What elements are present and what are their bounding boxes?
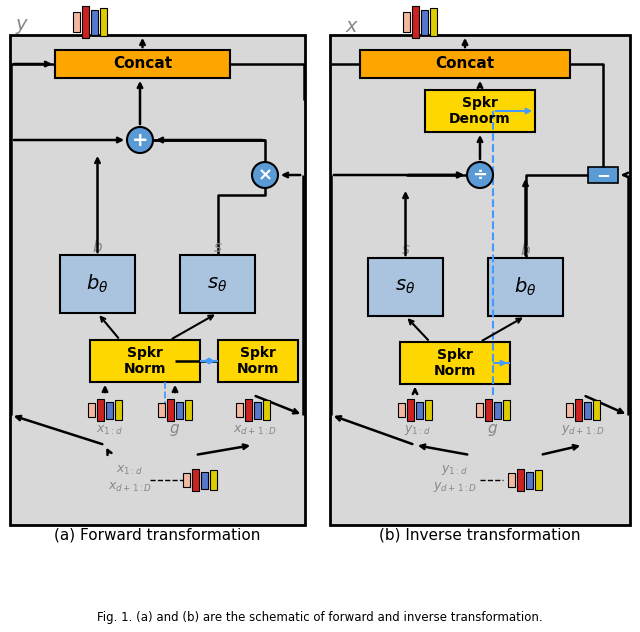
Bar: [584, 401, 591, 418]
Bar: [218, 340, 298, 382]
Text: $y_{d+1:D}$: $y_{d+1:D}$: [433, 480, 477, 494]
Bar: [236, 403, 243, 417]
Text: $s_\theta$: $s_\theta$: [207, 274, 228, 293]
Text: $x_{d+1:D}$: $x_{d+1:D}$: [233, 423, 277, 437]
Bar: [485, 399, 492, 421]
Bar: [88, 403, 95, 417]
Bar: [73, 12, 80, 32]
Bar: [407, 399, 414, 421]
Text: $y_{1:d}$: $y_{1:d}$: [442, 463, 468, 477]
Text: $b_\theta$: $b_\theta$: [86, 273, 109, 295]
Text: $y_{d+1:D}$: $y_{d+1:D}$: [561, 423, 605, 437]
Text: Concat: Concat: [435, 56, 495, 71]
Text: +: +: [132, 130, 148, 150]
Bar: [400, 342, 510, 384]
Bar: [566, 403, 573, 417]
Bar: [403, 12, 410, 32]
Bar: [10, 35, 305, 525]
Bar: [90, 340, 200, 382]
Text: $x_{1:d}$: $x_{1:d}$: [116, 463, 143, 477]
Bar: [115, 400, 122, 420]
Bar: [185, 400, 192, 420]
Text: Spkr: Spkr: [437, 348, 473, 362]
Text: $s$: $s$: [212, 240, 222, 255]
Bar: [60, 255, 135, 313]
Text: $y_{1:d}$: $y_{1:d}$: [404, 423, 431, 437]
Text: $x_{1:d}$: $x_{1:d}$: [97, 423, 124, 437]
Bar: [398, 403, 405, 417]
Text: −: −: [596, 166, 610, 184]
Bar: [535, 470, 542, 490]
Text: $x_{d+1:D}$: $x_{d+1:D}$: [108, 480, 152, 494]
Text: ×: ×: [257, 166, 273, 184]
Text: Norm: Norm: [237, 362, 279, 376]
Bar: [245, 399, 252, 421]
Bar: [593, 400, 600, 420]
Bar: [97, 399, 104, 421]
Bar: [360, 50, 570, 78]
Bar: [588, 167, 618, 183]
Bar: [82, 6, 89, 38]
Bar: [425, 90, 535, 132]
Bar: [488, 258, 563, 316]
Bar: [425, 400, 432, 420]
Bar: [263, 400, 270, 420]
Text: $g$: $g$: [488, 422, 499, 438]
Circle shape: [467, 162, 493, 188]
Text: Denorm: Denorm: [449, 112, 511, 126]
Bar: [503, 400, 510, 420]
Text: Fig. 1. (a) and (b) are the schematic of forward and inverse transformation.: Fig. 1. (a) and (b) are the schematic of…: [97, 612, 543, 624]
Bar: [517, 469, 524, 491]
Bar: [158, 403, 165, 417]
Text: $s_\theta$: $s_\theta$: [396, 277, 415, 296]
Bar: [368, 258, 443, 316]
Text: $g$: $g$: [170, 422, 180, 438]
Bar: [508, 473, 515, 487]
Text: Spkr: Spkr: [240, 346, 276, 360]
Bar: [176, 401, 183, 418]
Bar: [476, 403, 483, 417]
Bar: [254, 401, 261, 418]
Bar: [183, 473, 190, 487]
Text: $b$: $b$: [520, 242, 531, 258]
Bar: [192, 469, 199, 491]
Text: $b$: $b$: [92, 239, 103, 255]
Bar: [201, 471, 208, 489]
Bar: [526, 471, 533, 489]
Bar: [100, 8, 107, 36]
Bar: [167, 399, 174, 421]
Bar: [416, 401, 423, 418]
Bar: [210, 470, 217, 490]
Text: (b) Inverse transformation: (b) Inverse transformation: [380, 528, 580, 542]
Bar: [494, 401, 501, 418]
Text: Spkr: Spkr: [462, 96, 498, 110]
Bar: [330, 35, 630, 525]
Text: Spkr: Spkr: [127, 346, 163, 360]
Text: Norm: Norm: [434, 364, 476, 378]
Text: (a) Forward transformation: (a) Forward transformation: [54, 528, 260, 542]
Circle shape: [127, 127, 153, 153]
Bar: [180, 255, 255, 313]
Text: $s$: $s$: [401, 243, 410, 257]
Text: Norm: Norm: [124, 362, 166, 376]
Bar: [412, 6, 419, 38]
Text: ÷: ÷: [472, 166, 488, 184]
Text: $x$: $x$: [345, 16, 359, 35]
Text: $y$: $y$: [15, 16, 29, 35]
Text: Concat: Concat: [113, 56, 172, 71]
Bar: [106, 401, 113, 418]
Bar: [575, 399, 582, 421]
Bar: [430, 8, 437, 36]
Circle shape: [252, 162, 278, 188]
Bar: [91, 9, 98, 35]
Bar: [55, 50, 230, 78]
Bar: [421, 9, 428, 35]
Text: $b_\theta$: $b_\theta$: [515, 276, 537, 298]
